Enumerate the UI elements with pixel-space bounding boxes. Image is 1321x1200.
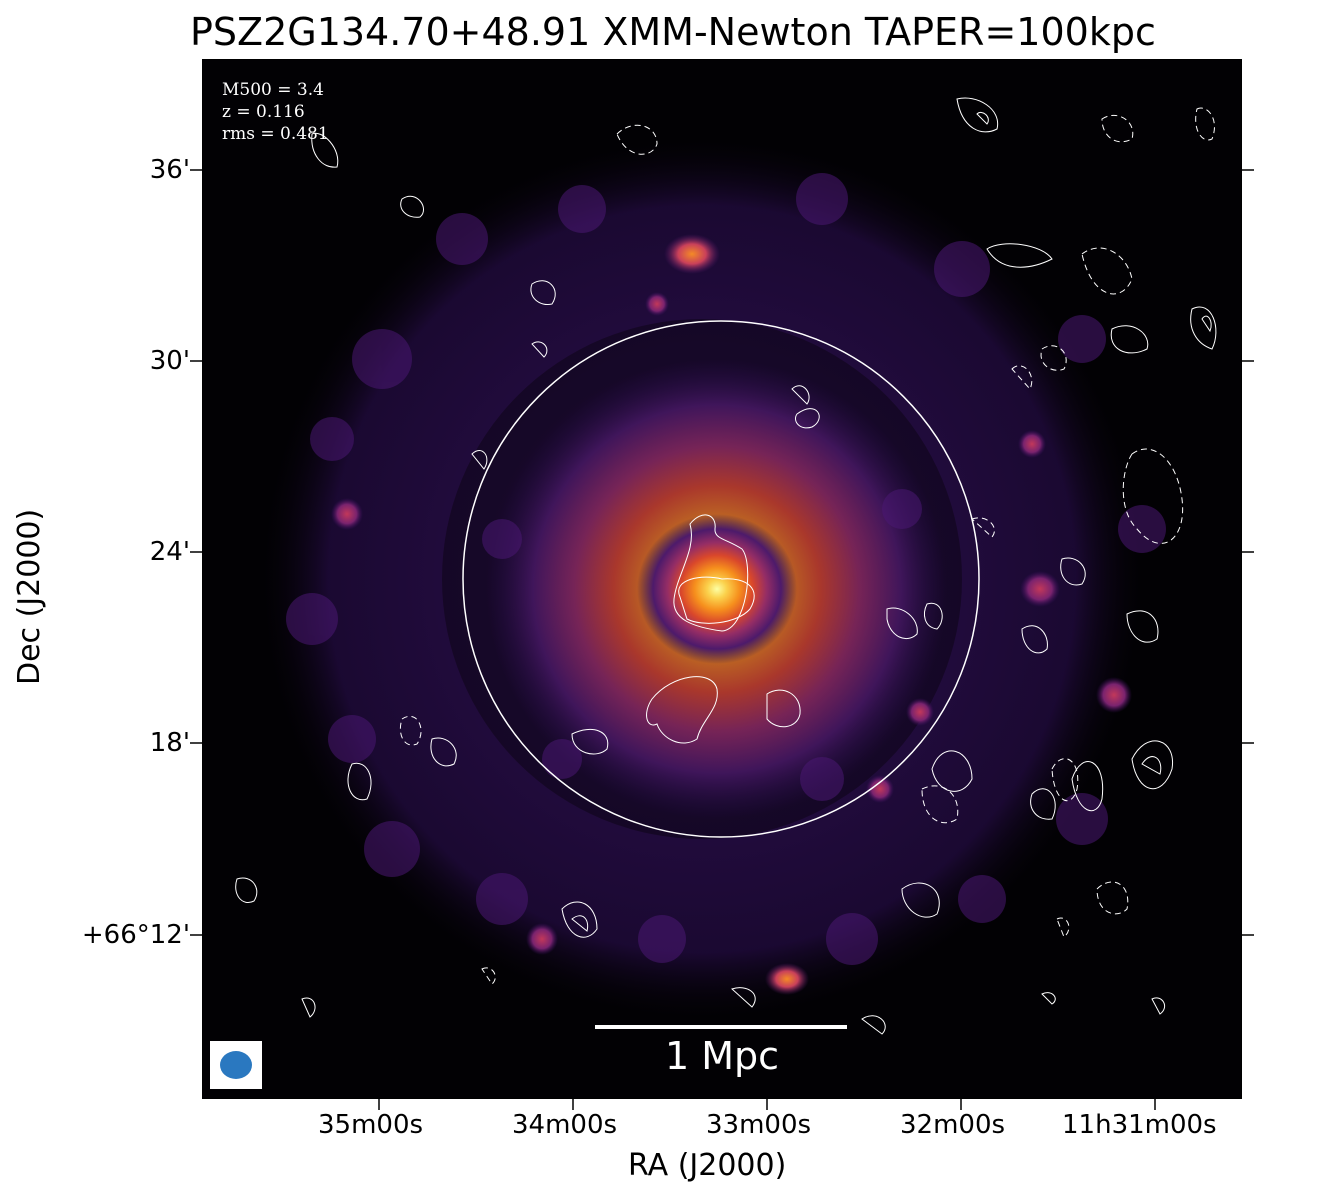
x-axis-label: RA (J2000): [628, 1148, 787, 1183]
ytick-label: 18': [149, 728, 190, 758]
xtick-label: 34m00s: [512, 1110, 618, 1140]
m500-label: M500 = 3.4: [222, 80, 324, 100]
ytick-label: +66°12': [81, 920, 190, 950]
xtick-label: 32m00s: [900, 1110, 1006, 1140]
scale-bar-label: 1 Mpc: [664, 1034, 780, 1078]
xray-image: [210, 97, 1217, 1089]
negative-contours: [399, 107, 1215, 985]
r500-circle: [462, 320, 980, 838]
ytick-label: 36': [149, 155, 190, 185]
figure-title: PSZ2G134.70+48.91 XMM-Newton TAPER=100kp…: [190, 10, 1156, 54]
image-panel: M500 = 3.4 z = 0.116 rms = 0.481 1 Mpc: [202, 59, 1242, 1099]
y-axis-label: Dec (J2000): [12, 508, 47, 685]
ytick-label: 30': [149, 346, 190, 376]
rms-label: rms = 0.481: [222, 124, 329, 144]
redshift-label: z = 0.116: [222, 102, 305, 122]
xtick-label: 35m00s: [318, 1110, 424, 1140]
beam-ellipse: [220, 1051, 252, 1079]
info-box: M500 = 3.4 z = 0.116 rms = 0.481: [222, 79, 329, 145]
xtick-label: 11h31m00s: [1062, 1110, 1217, 1140]
y-axis-label-wrap: Dec (J2000): [12, 509, 188, 720]
xtick-label: 33m00s: [706, 1110, 812, 1140]
ytick-label: 24': [149, 537, 190, 567]
radio-contours: [235, 97, 1217, 1035]
